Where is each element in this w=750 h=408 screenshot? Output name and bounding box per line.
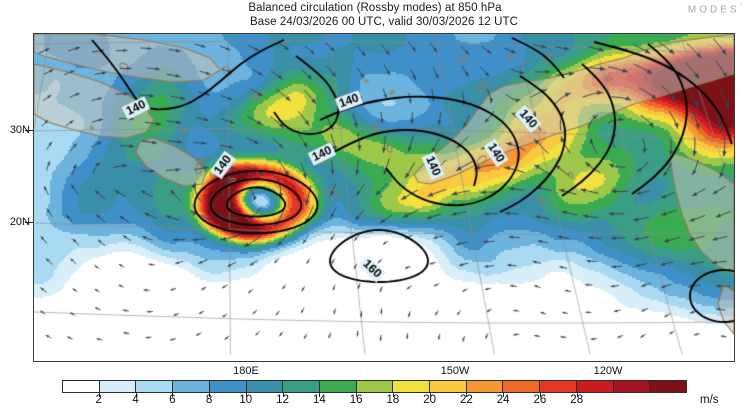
colorbar-label-22: 22 [460, 394, 473, 406]
colorbar-label-8: 8 [205, 394, 213, 406]
colorbar-labels: 2 4 6 8 10 12 14 16 18 20 22 24 26 28 [62, 394, 687, 408]
colorbar-swatch-8 [356, 381, 394, 392]
colorbar-swatch-12 [503, 381, 541, 392]
colorbar-tick-20 [429, 393, 431, 397]
colorbar-swatch-3 [173, 381, 210, 392]
chart-subtitle: Base 24/03/2026 00 UTC, valid 30/03/2026… [249, 16, 519, 28]
lon-label-120w: 120W [593, 365, 623, 377]
colorbar-tick-8 [209, 393, 211, 397]
colorbar-swatch-9 [393, 381, 431, 392]
colorbar-label-4: 4 [132, 394, 139, 406]
colorbar-label-16: 16 [349, 394, 363, 406]
colorbar[interactable] [62, 380, 687, 393]
colorbar-tick-12 [282, 393, 284, 397]
colorbar-swatch-13 [540, 381, 577, 392]
colorbar-tick-18 [392, 393, 394, 397]
colorbar-swatch-5 [246, 381, 284, 392]
lat-label-30n: 30N [9, 124, 30, 136]
colorbar-swatch-1 [99, 381, 137, 392]
modes-logo-superscript: ° [739, 4, 742, 10]
colorbar-tick-2 [98, 393, 100, 397]
colorbar-tick-6 [172, 393, 174, 397]
modes-logo-text: MODES [687, 4, 740, 16]
colorbar-units-label: m/s [700, 394, 719, 406]
colorbar-swatch-2 [136, 381, 174, 392]
lon-label-180e: 180E [233, 365, 259, 377]
map-plot-area[interactable] [33, 33, 735, 362]
colorbar-label-6: 6 [169, 394, 176, 406]
colorbar-label-28: 28 [570, 394, 584, 406]
colorbar-tick-26 [539, 393, 541, 397]
colorbar-swatch-15 [613, 381, 651, 392]
weather-field-canvas [34, 34, 734, 361]
colorbar-label-14: 14 [312, 394, 326, 406]
colorbar-swatch-11 [466, 381, 504, 392]
lat-tick-20n [25, 222, 33, 224]
colorbar-swatch-7 [319, 381, 357, 392]
colorbar-label-2: 2 [95, 394, 102, 406]
chart-title-block: Balanced circulation (Rossby modes) at 8… [0, 1, 750, 29]
colorbar-tick-24 [503, 393, 505, 397]
colorbar-swatch-6 [283, 381, 320, 392]
lat-label-20n: 20N [9, 216, 30, 228]
colorbar-swatch-14 [576, 381, 614, 392]
page-title: Balanced circulation (Rossby modes) at 8… [248, 2, 502, 14]
colorbar-label-20: 20 [423, 394, 437, 406]
colorbar-tick-16 [356, 393, 358, 397]
colorbar-label-18: 18 [386, 394, 400, 406]
colorbar-swatch-16 [650, 381, 686, 392]
modes-logo: MODES° [688, 4, 742, 15]
colorbar-label-24: 24 [496, 394, 510, 406]
colorbar-ticks [62, 393, 687, 399]
colorbar-label-26: 26 [533, 394, 547, 406]
lat-tick-30n [25, 130, 33, 132]
colorbar-label-12: 12 [276, 394, 289, 406]
lon-label-150w: 150W [440, 365, 470, 377]
colorbar-swatch-10 [430, 381, 467, 392]
colorbar-swatch-4 [209, 381, 247, 392]
colorbar-tick-4 [135, 393, 137, 397]
colorbar-swatch-0 [63, 381, 100, 392]
colorbar-tick-14 [319, 393, 321, 397]
colorbar-tick-28 [576, 393, 578, 397]
colorbar-label-10: 10 [239, 394, 253, 406]
colorbar-tick-22 [466, 393, 468, 397]
colorbar-tick-10 [245, 393, 247, 397]
